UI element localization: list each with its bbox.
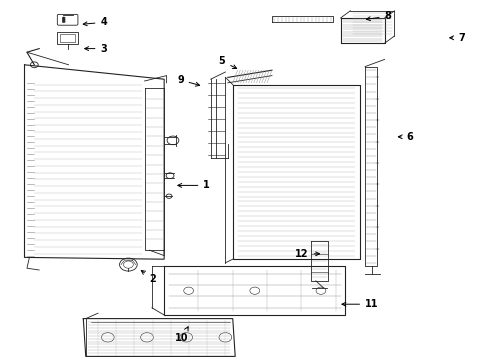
Circle shape <box>62 17 65 19</box>
Text: 10: 10 <box>175 327 189 343</box>
Bar <box>57 32 78 44</box>
Text: 7: 7 <box>450 33 465 43</box>
Text: 6: 6 <box>398 132 414 142</box>
Text: 5: 5 <box>219 56 237 68</box>
Text: 4: 4 <box>83 17 107 27</box>
Text: 11: 11 <box>342 299 379 309</box>
Text: 1: 1 <box>178 180 210 190</box>
Text: 9: 9 <box>177 75 199 86</box>
Text: 8: 8 <box>367 11 392 21</box>
Bar <box>60 34 75 42</box>
Text: 3: 3 <box>85 44 107 54</box>
Text: 12: 12 <box>295 249 319 259</box>
Circle shape <box>62 19 65 21</box>
Text: 2: 2 <box>141 270 156 284</box>
Circle shape <box>62 21 65 23</box>
